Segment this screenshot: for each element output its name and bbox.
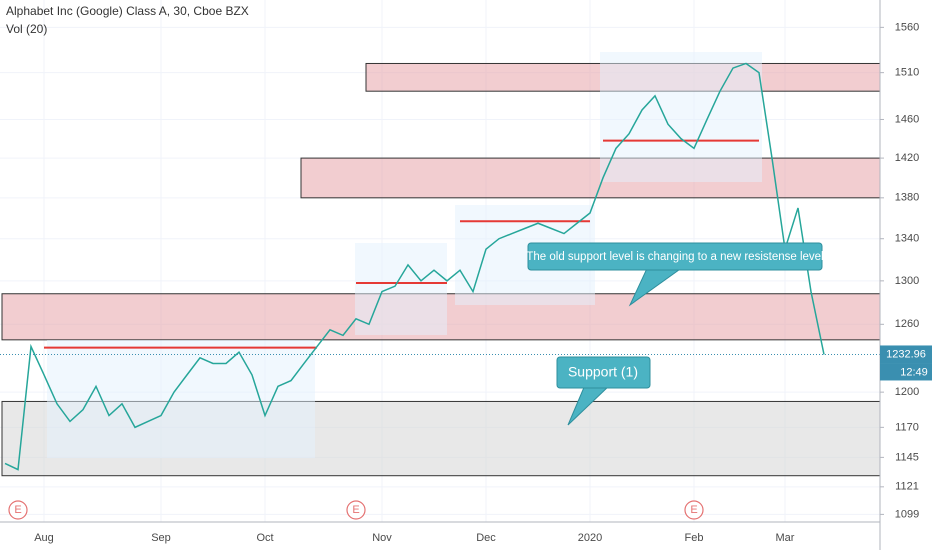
event-marker bbox=[684, 500, 704, 520]
annotation: The old support level is changing to a n… bbox=[526, 251, 823, 263]
y-tick-label: 1121 bbox=[895, 481, 919, 493]
event-label: E bbox=[690, 504, 697, 516]
x-tick-label: Feb bbox=[685, 532, 704, 544]
y-tick-label: 1170 bbox=[895, 421, 919, 433]
axes: 1099 1121 1145 1170 1200 1260 1300 1340 1380 1420… bbox=[8, 21, 919, 544]
x-tick-label: 2020 bbox=[578, 532, 602, 544]
y-tick-label: 1260 bbox=[895, 318, 919, 330]
profile-area bbox=[355, 243, 447, 335]
profile-area bbox=[600, 52, 762, 182]
subtitle: Vol (20) bbox=[6, 22, 47, 36]
countdown: 12:49 bbox=[900, 366, 928, 378]
countdown-tag bbox=[880, 363, 932, 381]
x-tick-label: Oct bbox=[256, 532, 273, 544]
y-tick-label: 1510 bbox=[895, 67, 919, 79]
x-tick-label: Mar bbox=[776, 532, 795, 544]
y-tick-label: 1340 bbox=[895, 233, 919, 245]
plot bbox=[0, 62, 880, 471]
callout-box bbox=[556, 356, 651, 389]
event-label: E bbox=[14, 504, 21, 516]
y-tick-label: 1420 bbox=[895, 152, 919, 164]
y-tick-label: 1560 bbox=[895, 21, 919, 33]
y-tick-label: 1300 bbox=[895, 275, 919, 287]
x-tick-label: Sep bbox=[151, 532, 171, 544]
y-tick-label: 1380 bbox=[895, 192, 919, 204]
levels bbox=[44, 139, 759, 349]
event-marker bbox=[346, 500, 366, 520]
event-marker bbox=[8, 500, 28, 520]
price-axis-bg bbox=[880, 0, 932, 550]
event-label: E bbox=[352, 504, 359, 516]
y-tick-label: 1145 bbox=[895, 451, 919, 463]
chart-title: Alphabet Inc (Google) Class A, 30, Cboe … bbox=[6, 4, 249, 18]
y-tick-label: 1099 bbox=[895, 508, 919, 520]
y-tick-label: 1460 bbox=[895, 113, 919, 125]
callout-box bbox=[527, 242, 823, 271]
price-tag-label: 1232.96 bbox=[886, 348, 926, 360]
annotation: Support (1) bbox=[568, 364, 638, 380]
price-line bbox=[4, 62, 825, 471]
y-tick-label: 1200 bbox=[895, 386, 919, 398]
zone bbox=[300, 157, 881, 199]
price-tag bbox=[880, 345, 932, 364]
profile-area bbox=[47, 340, 315, 458]
x-tick-label: Dec bbox=[476, 532, 496, 544]
zones bbox=[1, 62, 881, 477]
x-tick-label: Aug bbox=[34, 532, 54, 544]
x-tick-label: Nov bbox=[372, 532, 392, 544]
